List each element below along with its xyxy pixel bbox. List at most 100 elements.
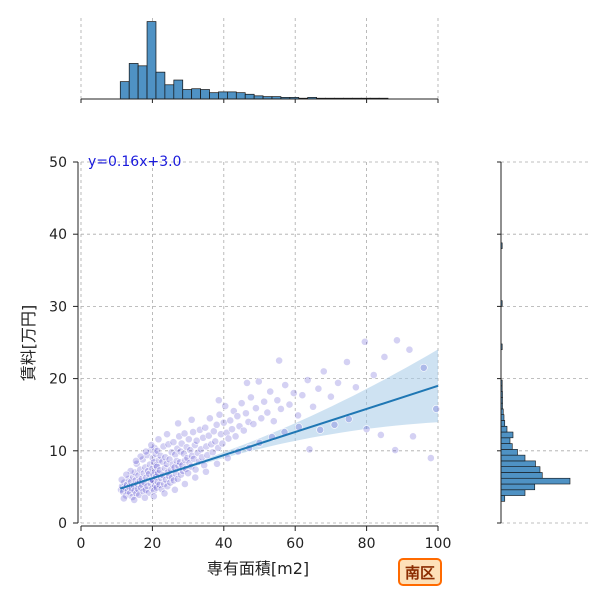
right-hist-bar-8: [500, 449, 518, 456]
scatter-point-178: [343, 358, 351, 366]
scatter-point-132: [205, 414, 214, 423]
scatter-point-181: [369, 371, 378, 379]
scatter-point-162: [263, 408, 272, 417]
scatter-point-182: [380, 353, 389, 361]
scatter-point-180: [360, 337, 369, 346]
scatter-point-20: [132, 459, 141, 468]
scatter-point-192: [170, 485, 179, 494]
scatter-point-223: [132, 457, 140, 465]
scatter-point-106: [181, 456, 190, 465]
y-tick-label-1: 10: [49, 444, 67, 460]
top-hist-bar-10: [209, 92, 219, 100]
scatter-point-134: [208, 448, 217, 457]
right-hist-bar-11: [500, 431, 514, 439]
scatter-point-194: [191, 473, 200, 482]
scatter-point-152: [237, 399, 246, 408]
top-hist-bar-5: [164, 84, 175, 100]
scatter-point-208: [362, 425, 371, 434]
x-tick-label-1: 20: [143, 536, 161, 552]
scatter-point-196: [213, 459, 221, 468]
right-hist-bar-5: [500, 466, 541, 473]
y-tick-label-5: 50: [49, 155, 67, 171]
scatter-point-225: [122, 470, 131, 479]
main-grid: [80, 161, 439, 524]
scatter-point-191: [160, 489, 169, 498]
scatter-point-146: [226, 416, 235, 425]
top-hist-bar-14: [244, 93, 255, 100]
top-hist-bar-3: [146, 21, 157, 100]
scatter-point-213: [275, 356, 284, 365]
scatter-point-135: [209, 427, 218, 436]
scatter-point-105: [180, 429, 189, 438]
scatter-point-164: [269, 417, 278, 426]
scatter-point-159: [254, 377, 263, 386]
scatter-point-193: [180, 480, 189, 488]
scatter-point-144: [222, 428, 231, 437]
district-badge: 南区: [398, 558, 442, 586]
scatter-point-170: [294, 411, 302, 420]
top-histogram-axis: [80, 98, 439, 103]
x-tick-label-4: 80: [358, 536, 376, 552]
y-tick-label-3: 30: [49, 299, 67, 315]
scatter-point-77: [162, 459, 171, 468]
scatter-point-147: [228, 425, 236, 434]
scatter-point-184: [405, 345, 414, 354]
y-axis-title: 賃料[万円]: [19, 305, 38, 382]
scatter-point-165: [273, 396, 282, 405]
x-tick-label-5: 100: [425, 536, 452, 552]
x-tick-label-3: 60: [286, 536, 304, 552]
scatter-point-128: [201, 423, 210, 432]
scatter-point-119: [191, 465, 200, 474]
scatter-point-155: [244, 418, 253, 426]
scatter-point-186: [432, 405, 441, 413]
top-hist-bar-0: [119, 81, 130, 100]
top-hist-bar-8: [191, 88, 201, 100]
scatter-point-111: [184, 435, 193, 444]
top-hist-bar-13: [235, 92, 246, 100]
top-hist-bar-4: [155, 71, 166, 100]
scatter-point-126: [199, 433, 207, 442]
top-hist-bar-2: [137, 65, 148, 100]
top-hist-bar-12: [227, 91, 237, 100]
scatter-point-177: [334, 379, 342, 387]
scatter-point-153: [239, 426, 248, 435]
regression-line: [119, 384, 439, 490]
scatter-point-145: [224, 434, 233, 443]
scatter-point-167: [281, 381, 290, 389]
top-hist-bar-1: [128, 63, 139, 100]
scatter-point-136: [211, 437, 220, 446]
scatter-point-118: [190, 441, 199, 449]
scatter-point-185: [419, 363, 428, 372]
right-histogram-axis: [497, 161, 502, 524]
scatter-point-190: [149, 492, 158, 501]
scatter-point-88: [169, 438, 178, 447]
scatter-point-163: [266, 387, 275, 396]
scatter-point-210: [391, 446, 400, 454]
top-hist-bar-9: [200, 89, 210, 100]
scatter-point-133: [207, 440, 216, 449]
scatter-point-74: [160, 464, 169, 473]
scatter-point-120: [192, 436, 201, 445]
right-hist-bar-3: [500, 477, 571, 485]
scatter-point-94: [173, 444, 182, 453]
scatter-point-75: [161, 453, 170, 462]
scatter-point-59: [152, 483, 161, 492]
scatter-point-143: [221, 402, 230, 410]
scatter-point-42: [146, 460, 154, 469]
scatter-point-211: [409, 432, 417, 441]
right-hist-bar-0: [500, 495, 506, 502]
scatter-point-158: [252, 404, 260, 413]
scatter-point-175: [319, 367, 328, 376]
scatter-point-214: [243, 379, 251, 387]
right-hist-bar-2: [500, 483, 536, 491]
right-hist-bar-12: [500, 425, 508, 433]
y-tick-label-2: 20: [49, 372, 67, 388]
scatter-point-161: [260, 397, 269, 406]
right-histogram: [500, 242, 571, 502]
main-axes: [77, 162, 438, 527]
scatter-point-137: [212, 420, 221, 429]
scatter-point-166: [277, 405, 285, 413]
scatter-point-131: [204, 431, 213, 440]
scatter-point-183: [393, 336, 401, 345]
scatter-point-205: [316, 425, 325, 434]
